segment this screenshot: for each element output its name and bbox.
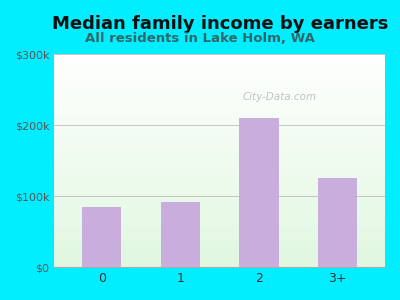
Text: City-Data.com: City-Data.com <box>242 92 316 102</box>
Bar <box>161 202 200 267</box>
Bar <box>82 207 121 267</box>
Bar <box>318 178 358 267</box>
Text: All residents in Lake Holm, WA: All residents in Lake Holm, WA <box>85 32 315 44</box>
Bar <box>240 118 279 267</box>
Title: Median family income by earners: Median family income by earners <box>52 15 388 33</box>
